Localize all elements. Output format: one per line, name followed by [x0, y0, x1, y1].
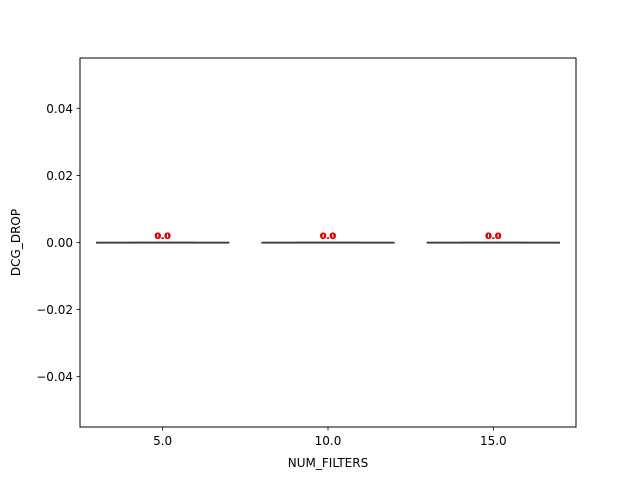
mean-label: 0.0 [485, 232, 501, 242]
x-tick-label: 15.0 [480, 434, 507, 448]
x-tick-label: 10.0 [315, 434, 342, 448]
mean-label: 0.0 [320, 232, 336, 242]
y-axis-label: DCG_DROP [9, 209, 23, 276]
y-axis: −0.04 −0.02 0.00 0.02 0.04 [36, 102, 80, 384]
mean-label: 0.0 [154, 232, 170, 242]
median-label: 0.0 [155, 232, 171, 242]
box-10.0: 0.00.0 [261, 232, 395, 244]
median-label: 0.0 [320, 232, 336, 242]
y-tick-label: 0.00 [46, 236, 73, 250]
x-axis-label: NUM_FILTERS [288, 456, 368, 470]
y-tick-label: 0.02 [46, 169, 73, 183]
y-tick-label: 0.04 [46, 102, 73, 116]
x-tick-label: 5.0 [153, 434, 172, 448]
plot-area: 0.00.0 0.00.0 0.00.0 [95, 232, 561, 244]
x-axis: 5.0 10.0 15.0 [153, 427, 507, 448]
box-5.0: 0.00.0 [95, 232, 230, 244]
box-15.0: 0.00.0 [426, 232, 561, 244]
median-label: 0.0 [486, 232, 502, 242]
y-tick-label: −0.04 [36, 370, 73, 384]
y-tick-label: −0.02 [36, 303, 73, 317]
